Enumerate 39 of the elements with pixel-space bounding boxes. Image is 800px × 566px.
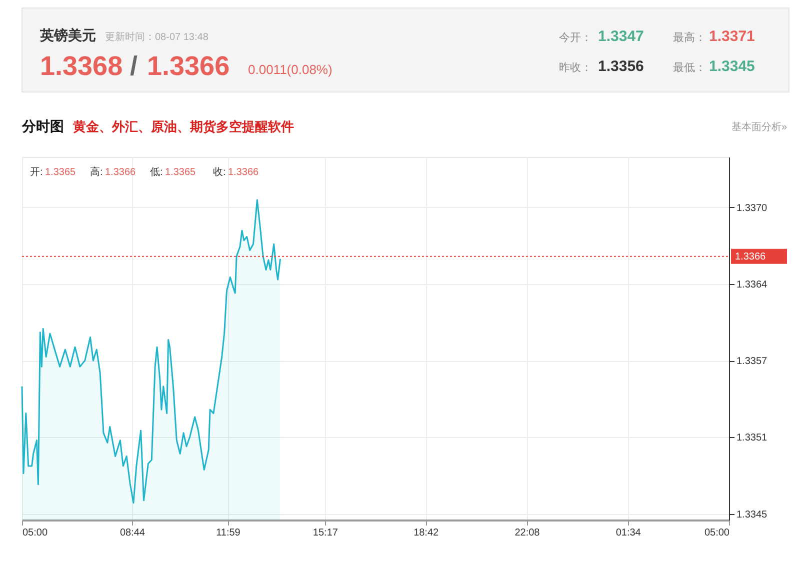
annotation: 1.3366 [228,167,260,178]
chart-title: 英镑美元 [39,27,96,43]
annotation: 开: [30,167,43,178]
text: 1.3347 [598,28,644,45]
text: 1.3345 [709,58,755,75]
text: 最低： [673,62,706,74]
text: 昨收： [559,62,592,74]
text: 最高： [673,31,706,44]
x-tick-label: 01:34 [616,528,642,538]
annotation: 1.3365 [165,167,196,178]
y-tick-label: 1.3370 [736,202,768,214]
text: 1.3368 [40,51,123,81]
text: 基本面分析» [731,121,788,133]
ref-line-label: 1.3366 [735,251,766,262]
x-tick-label: 22:08 [514,528,540,538]
text: 1.3371 [709,28,755,45]
x-tick-label: 08:44 [120,528,146,538]
annotation: 1.3365 [45,167,76,178]
chart-subtitle: 更新时间：08-07 13:48 [105,31,209,43]
x-tick-label: 15:17 [312,528,338,538]
text: 今开： [559,32,592,44]
x-tick-label: 18:42 [414,528,440,538]
x-tick-label: 11:59 [216,528,241,538]
annotation: 低: [150,167,163,178]
x-tick-label: 05:00 [704,528,730,538]
x-tick-label: 05:00 [22,528,48,538]
text: 0.0011(0.08%) [248,62,332,77]
text: 黄金、外汇、原油、期货多空提醒软件 [72,119,294,134]
text: 分时图 [21,118,64,134]
text: 1.3366 [147,51,230,81]
text: 1.3356 [598,58,644,75]
y-tick-label: 1.3357 [736,356,768,368]
y-tick-label: 1.3364 [736,279,768,290]
annotation: 1.3366 [105,167,136,178]
text: / [130,51,138,81]
annotation: 收: [213,167,226,178]
annotation: 高: [90,166,103,178]
y-tick-label: 1.3345 [736,509,768,520]
y-tick-label: 1.3351 [736,432,768,444]
